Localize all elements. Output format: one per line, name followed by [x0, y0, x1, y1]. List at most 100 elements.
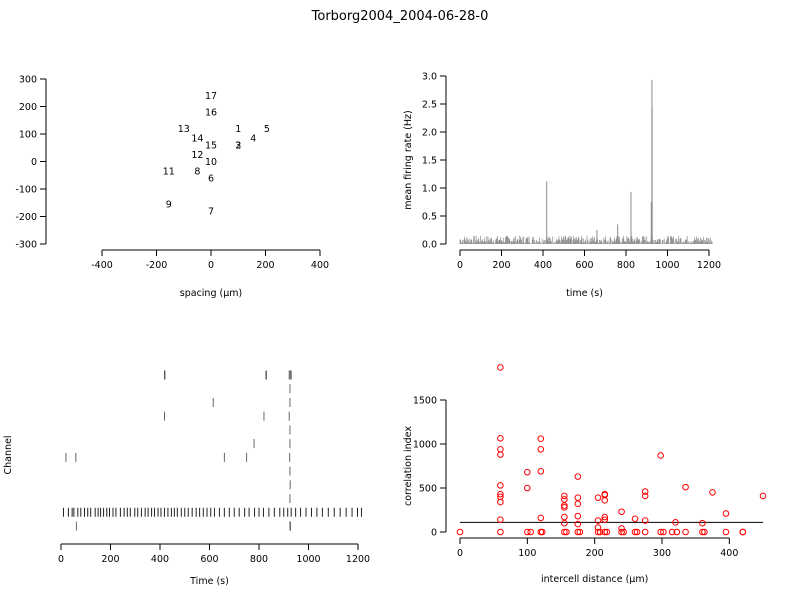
- correlation-point: [537, 467, 545, 475]
- x-tick-label: 1200: [697, 260, 721, 271]
- electrode-label: 6: [208, 174, 214, 185]
- electrode-label: 8: [194, 167, 200, 178]
- correlation-point: [497, 528, 504, 536]
- correlation-point: [563, 528, 570, 536]
- y-tick-label: 1.0: [422, 184, 437, 195]
- electrode-label: 3: [235, 141, 241, 152]
- y-tick-label: 2.0: [422, 128, 437, 139]
- correlation-point: [594, 517, 602, 524]
- x-tick-label: 0: [208, 260, 214, 271]
- y-axis-label: mean firing rate (Hz): [403, 110, 414, 209]
- x-tick-label: -200: [146, 260, 168, 271]
- correlation-point: [561, 502, 568, 509]
- correlation-point: [618, 508, 625, 516]
- correlation-point: [618, 525, 625, 532]
- correlation-point: [759, 492, 767, 500]
- correlation-point: [682, 483, 689, 491]
- correlation-point: [603, 528, 611, 536]
- correlation-point: [497, 516, 504, 523]
- correlation-point: [561, 528, 568, 536]
- correlation-point: [699, 528, 706, 536]
- correlation-point: [537, 435, 545, 443]
- electrode-label: 10: [205, 157, 217, 168]
- correlation-point: [601, 528, 609, 536]
- correlation-point: [657, 528, 664, 536]
- y-tick-label: -100: [15, 185, 37, 196]
- x-axis-label: time (s): [566, 288, 603, 299]
- y-tick-label: -200: [15, 212, 37, 223]
- x-tick-label: 600: [200, 554, 218, 565]
- correlation-point: [574, 494, 582, 501]
- correlation-point: [497, 445, 504, 453]
- electrode-label: 16: [205, 108, 217, 119]
- x-tick-label: 200: [101, 554, 119, 565]
- x-tick-label: 400: [311, 260, 329, 271]
- correlation-point: [672, 519, 679, 526]
- electrode-label: 14: [191, 134, 203, 145]
- correlation-point: [561, 496, 568, 503]
- electrode-label: 7: [208, 207, 214, 218]
- correlation-point: [641, 517, 649, 524]
- correlation-point: [701, 528, 708, 536]
- correlation-point: [574, 473, 582, 480]
- correlation-point: [527, 528, 535, 536]
- correlation-point: [594, 494, 602, 501]
- firing-rate-plot: 0 200 400 600 800 1000 1200 time (s) 0.0 0.5 1.0 1.…: [403, 72, 721, 300]
- x-axis-label: intercell distance (µm): [541, 574, 648, 585]
- x-axis-label: spacing (µm): [180, 288, 242, 299]
- correlation-point: [524, 484, 531, 492]
- correlation-point: [497, 434, 504, 442]
- correlation-point: [574, 520, 582, 528]
- electrode-label: 17: [205, 91, 217, 102]
- correlation-point: [699, 519, 706, 527]
- x-tick-label: 400: [534, 260, 552, 271]
- correlation-point: [641, 528, 649, 536]
- y-tick-label: 300: [19, 75, 37, 86]
- y-tick-label: 2.5: [422, 100, 437, 111]
- y-axis-label: correlation index: [403, 426, 414, 506]
- x-tick-label: 300: [653, 548, 671, 559]
- correlation-point: [620, 528, 627, 536]
- correlation-point: [668, 528, 676, 536]
- y-tick-label: 500: [419, 484, 437, 495]
- correlation-point: [497, 364, 504, 371]
- correlation-point: [574, 512, 582, 520]
- electrode-label: 15: [205, 141, 217, 152]
- correlation-point: [594, 528, 602, 536]
- x-tick-label: -400: [91, 260, 113, 271]
- correlation-point: [574, 500, 582, 508]
- y-tick-label: 200: [19, 102, 37, 113]
- spike-raster-plot: 0 200 400 600 800 1000 1200 Time (s) Channel: [3, 370, 370, 587]
- x-tick-label: 1000: [655, 260, 679, 271]
- correlation-point: [596, 528, 604, 536]
- y-tick-label: 100: [19, 130, 37, 141]
- correlation-point: [682, 528, 689, 536]
- correlation-point: [641, 488, 649, 495]
- x-tick-label: 0: [457, 260, 463, 271]
- electrode-label: 4: [250, 134, 256, 145]
- x-tick-label: 0: [457, 548, 463, 559]
- correlation-point: [561, 513, 568, 521]
- y-tick-label: 0.5: [422, 212, 437, 223]
- x-tick-label: 200: [256, 260, 274, 271]
- correlation-point: [739, 528, 747, 536]
- correlation-point: [631, 528, 639, 536]
- y-tick-label: 0.0: [422, 240, 437, 251]
- correlation-point: [618, 528, 625, 536]
- x-tick-label: 0: [58, 554, 64, 565]
- correlation-point: [657, 452, 664, 459]
- main-title: Torborg2004_2004-06-28-0: [311, 9, 489, 24]
- correlation-point: [631, 515, 639, 523]
- electrode-label: 12: [191, 150, 203, 161]
- y-tick-label: 1.5: [422, 156, 437, 167]
- electrode-label: 5: [264, 124, 270, 135]
- y-tick-label: 1000: [413, 440, 437, 451]
- correlation-point: [601, 513, 609, 521]
- electrode-layout-plot: -400 -200 0 200 400 spacing (µm) -300 -200 -100 0…: [15, 75, 329, 300]
- correlation-point: [561, 492, 568, 500]
- correlation-point: [561, 519, 568, 527]
- y-tick-label: 1500: [413, 396, 437, 407]
- electrode-label: 1: [235, 124, 241, 135]
- correlation-point: [709, 489, 716, 496]
- y-axis-label: Channel: [3, 435, 14, 474]
